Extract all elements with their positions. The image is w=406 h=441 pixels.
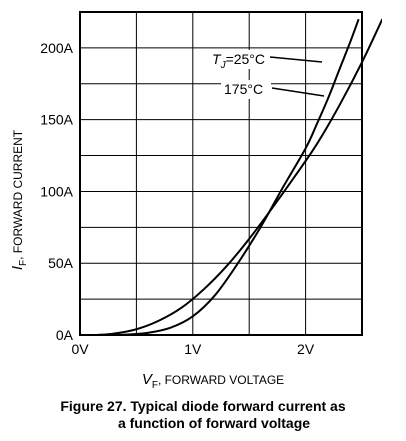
- figure-caption-line-1: Figure 27. Typical diode forward current…: [60, 398, 345, 414]
- series-label-bg-tj25: [209, 50, 269, 69]
- y-axis-label-symbol: I: [9, 266, 26, 270]
- series-label-tj25-text: =25°C: [226, 51, 265, 67]
- y-axis-label-subscript: F: [18, 260, 29, 266]
- y-tick-label: 200A: [40, 40, 73, 56]
- series-label-175c: 175°C: [224, 81, 263, 97]
- x-axis-label-symbol: V: [142, 371, 154, 388]
- y-tick-label: 50A: [48, 255, 74, 271]
- y-tick-label: 0A: [56, 327, 74, 343]
- series-leader-175c: [271, 87, 325, 97]
- y-axis-label: IF, FORWARD CURRENT: [9, 129, 29, 270]
- series-line-175c: [96, 18, 382, 335]
- x-axis-label: VF, FORWARD VOLTAGE: [142, 371, 284, 391]
- series-group: [96, 18, 382, 335]
- y-tick-label: 100A: [40, 183, 73, 199]
- series-label-tj25-symbol: T: [212, 51, 222, 67]
- y-axis-label-text: , FORWARD CURRENT: [11, 129, 25, 260]
- x-tick-label: 0V: [71, 341, 89, 357]
- series-line-tj25: [102, 18, 360, 335]
- series-label-bg-175c: [221, 80, 271, 99]
- series-leader-tj25: [269, 56, 323, 63]
- x-tick-label: 2V: [297, 341, 315, 357]
- x-axis-label-text: , FORWARD VOLTAGE: [158, 373, 284, 387]
- x-tick-labels: 0V 1V 2V: [71, 341, 314, 357]
- x-axis-label-subscript: F: [152, 380, 158, 391]
- y-tick-label: 150A: [40, 112, 73, 128]
- series-label-tj25: TJ=25°C: [212, 51, 265, 71]
- figure-caption-line-2: a function of forward voltage: [118, 415, 310, 431]
- series-label-tj25-subscript: J: [220, 60, 227, 71]
- y-tick-labels: 0A 50A 100A 150A 200A: [40, 40, 73, 343]
- x-tick-label: 1V: [184, 341, 202, 357]
- plot-frame: [79, 11, 363, 336]
